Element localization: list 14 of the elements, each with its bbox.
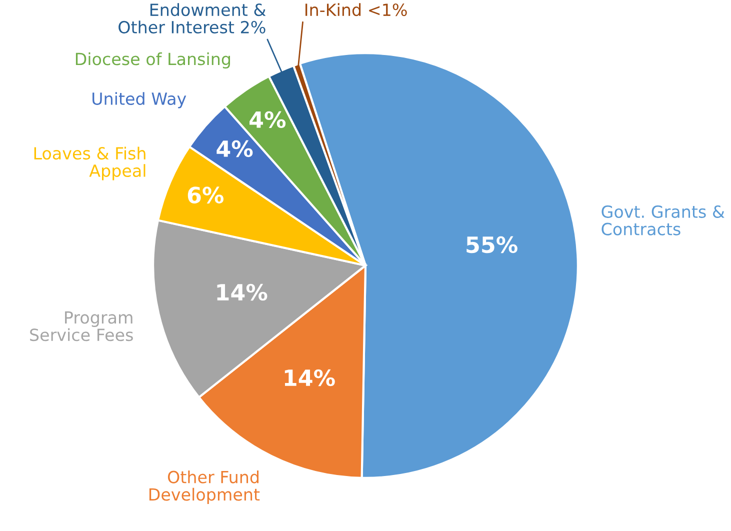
data-label: 14%: [217, 284, 268, 301]
slice-label: Other Fund Development: [149, 470, 260, 504]
slice-label: Govt. Grants & Contracts: [602, 205, 724, 236]
data-label: 4%: [216, 140, 253, 158]
slice-label: Endowment & Other Interest 2%: [118, 3, 266, 34]
slice-label: United Way: [92, 92, 186, 108]
slice-label: Diocese of Lansing: [76, 52, 230, 69]
slice-label: Program Service Fees: [30, 311, 133, 342]
data-label: 14%: [284, 369, 335, 386]
slice-label: In-Kind <1%: [306, 3, 407, 16]
data-label: 6%: [188, 186, 224, 204]
data-label: 4%: [250, 111, 286, 128]
data-label: 55%: [466, 236, 518, 254]
slice-label: Loaves & Fish Appeal: [34, 146, 146, 180]
